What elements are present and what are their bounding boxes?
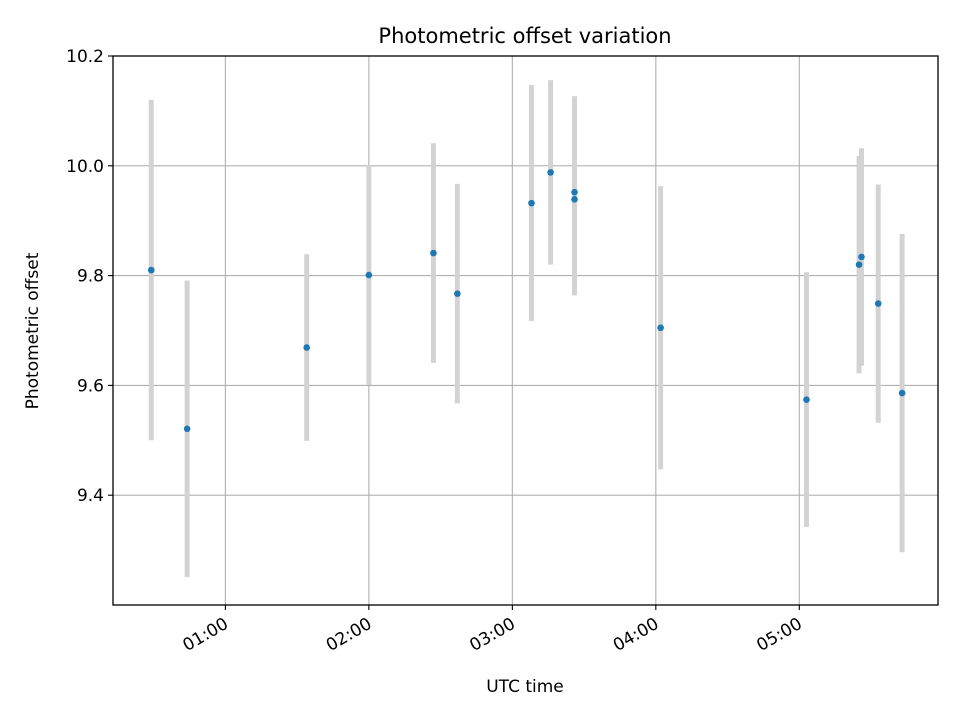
data-point (303, 344, 310, 351)
data-point (657, 324, 664, 332)
points-group (147, 169, 906, 433)
data-point (858, 253, 865, 261)
y-axis-label: Photometric offset (23, 252, 43, 409)
y-tick-label: 9.8 (77, 267, 104, 287)
y-tick-label: 9.6 (77, 376, 104, 396)
y-tick-label: 9.4 (77, 486, 104, 506)
x-axis-label: UTC time (486, 677, 564, 697)
chart-title: Photometric offset variation (378, 24, 671, 48)
data-point (571, 195, 578, 203)
data-point (898, 389, 906, 397)
y-tick-label: 10.2 (66, 47, 104, 67)
plot-area (113, 56, 938, 605)
data-point (547, 169, 554, 176)
data-point (803, 396, 810, 403)
data-point (571, 188, 578, 196)
y-tick-label: 10.0 (66, 157, 104, 177)
data-point (430, 249, 437, 257)
data-point (147, 266, 155, 274)
data-point (183, 425, 191, 433)
plot-frame (112, 55, 939, 606)
y-axis-ticks: 9.4 9.6 9.8 10.0 10.2 (66, 47, 113, 506)
data-point (365, 271, 373, 279)
data-point (454, 290, 461, 298)
data-point (855, 261, 863, 268)
data-point (528, 199, 535, 207)
data-point (874, 300, 882, 307)
